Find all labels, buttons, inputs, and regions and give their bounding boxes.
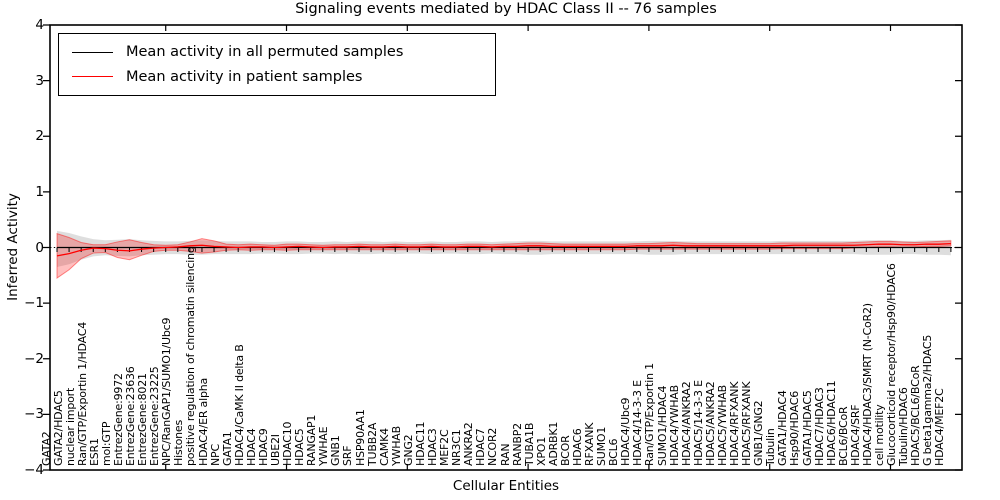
x-category-label: HDAC9 <box>256 428 270 466</box>
x-category-label: GATA2/HDAC5 <box>51 390 65 466</box>
x-category-label: HDAC4/RFXANK <box>728 381 742 466</box>
x-category-label: Hsp90/HDAC6 <box>788 390 802 466</box>
x-category-label: GNG2 <box>401 434 415 466</box>
x-category-label: YWHAB <box>389 426 403 466</box>
x-category-label: TUBB2A <box>365 422 379 466</box>
x-category-label: EntrezGene:23225 <box>148 366 162 466</box>
x-category-label: cell motility <box>873 404 886 466</box>
x-category-label: HSP90AA1 <box>353 409 367 466</box>
x-category-label: HDAC4/Ubc9 <box>619 397 633 466</box>
x-category-label: NCOR2 <box>486 427 500 466</box>
x-category-label: UBE2I <box>269 434 282 466</box>
x-major-ticks <box>165 25 892 470</box>
x-category-label: HDAC6/HDAC11 <box>824 380 838 466</box>
x-category-label: ADRBK1 <box>546 421 560 466</box>
x-category-label: Glucocorticoid receptor/Hsp90/HDAC6 <box>885 263 899 466</box>
x-category-label: Ran/GTP/Exportin 1/HDAC4 <box>75 321 89 466</box>
x-category-label: HDAC3 <box>426 428 440 466</box>
x-category-label: GNB1 <box>329 435 343 467</box>
x-category-label: HDAC5/ANKRA2 <box>703 381 717 466</box>
x-category-label: MEF2C <box>438 429 452 466</box>
x-category-label: TUBA1B <box>522 422 536 466</box>
x-category-label: YWHAE <box>317 426 331 466</box>
x-category-label: NPC <box>208 444 222 466</box>
patient-mean-line <box>56 242 951 257</box>
legend-item-patient: Mean activity in patient samples <box>59 69 495 85</box>
legend: Mean activity in all permuted samples Me… <box>58 33 496 96</box>
x-category-label: SUMO1 <box>595 426 609 466</box>
x-category-label: HDAC4/SRF <box>848 404 862 466</box>
x-category-label: EntrezGene:8021 <box>136 373 150 466</box>
x-category-label: Tubulin <box>764 428 778 466</box>
y-tick-label: −3 <box>24 406 44 423</box>
x-category-label: GATA2 <box>39 431 53 466</box>
x-category-label: HDAC5/14-3-3 E <box>691 380 705 466</box>
x-category-label: HDAC5/YWHAB <box>715 384 729 466</box>
x-category-label: HDAC5/RFXANK <box>740 381 754 466</box>
y-tick-label: 4 <box>35 17 44 33</box>
x-category-label: mol:GTP <box>99 421 113 466</box>
red-line-swatch-icon <box>72 76 113 78</box>
x-category-label: positive regulation of chromatin silenci… <box>184 246 198 466</box>
x-category-label: CAMK4 <box>377 428 391 466</box>
legend-item-permuted: Mean activity in all permuted samples <box>59 44 495 60</box>
x-category-label: HDAC10 <box>281 421 295 466</box>
x-category-label: RAN <box>498 443 512 466</box>
x-category-label: NPC/RanGAP1/SUMO1/Ubc9 <box>160 317 174 466</box>
y-tick-label: −4 <box>24 462 44 478</box>
x-category-label: Histones <box>172 420 186 466</box>
x-category-label: RANGAP1 <box>305 414 319 466</box>
chart-title: Signaling events mediated by HDAC Class … <box>295 1 717 17</box>
x-category-label: GATA1/HDAC5 <box>800 390 814 466</box>
x-axis-label: Cellular Entities <box>452 478 560 494</box>
entity-ticks <box>56 247 952 252</box>
x-category-label: BCL6/BCoR <box>836 406 850 466</box>
x-category-label: G beta1gamma2/HDAC5 <box>921 334 935 466</box>
x-category-label: HDAC4/CaMK II delta B <box>232 344 246 466</box>
x-category-label: RANBP2 <box>510 423 524 466</box>
y-tick-label: 3 <box>35 72 44 89</box>
x-category-label: Ran/GTP/Exportin 1 <box>643 363 657 466</box>
y-tick-label: 2 <box>35 128 44 145</box>
x-category-label: HDAC4/14-3-3 E <box>631 380 645 466</box>
y-ticks <box>43 24 962 471</box>
x-category-label: ESR1 <box>87 438 101 466</box>
y-tick-label: −2 <box>24 350 44 367</box>
legend-label: Mean activity in patient samples <box>126 68 363 85</box>
black-line-swatch-icon <box>72 51 113 53</box>
y-tick-label: −1 <box>24 295 44 312</box>
x-category-label: GATA1 <box>220 431 234 466</box>
x-category-label: EntrezGene:9972 <box>111 373 125 466</box>
x-category-label: XPO1 <box>534 436 548 466</box>
y-tick-label: 0 <box>35 239 44 256</box>
x-category-label: HDAC5/BCL6/BCoR <box>909 365 923 466</box>
x-category-label: HDAC4/ANKRA2 <box>679 381 693 466</box>
x-category-label: BCL6 <box>607 438 621 466</box>
x-category-label: SUMO1/HDAC4 <box>655 385 669 466</box>
legend-label: Mean activity in all permuted samples <box>126 44 404 61</box>
x-category-label: HDAC4/HDAC3/SMRT (N-CoR2) <box>860 303 874 466</box>
x-category-label: GNB1/GNG2 <box>752 400 766 466</box>
x-category-label: HDAC7 <box>474 428 488 466</box>
x-category-label: HDAC4/YWHAB <box>667 384 681 466</box>
x-category-label: EntrezGene:23636 <box>124 366 138 466</box>
x-category-label: HDAC4/MEF2C <box>933 388 947 466</box>
x-category-label: Tubulin/HDAC6 <box>897 387 911 466</box>
x-category-label: RFXANK <box>583 422 597 466</box>
x-category-label: NR3C1 <box>450 429 464 466</box>
x-category-label: HDAC11 <box>413 421 427 466</box>
x-category-label: nuclear import <box>63 387 77 466</box>
x-category-label: HDAC7/HDAC3 <box>812 387 826 466</box>
x-category-label: HDAC4/ER alpha <box>196 377 210 466</box>
x-category-label: HDAC4 <box>244 428 258 466</box>
y-tick-label: 1 <box>35 183 44 200</box>
x-category-label: BCOR <box>558 435 572 466</box>
x-category-label: GATA1/HDAC4 <box>776 390 790 466</box>
x-category-label: HDAC5 <box>293 428 307 466</box>
x-category-label: ANKRA2 <box>462 422 476 467</box>
x-category-label: SRF <box>341 445 355 466</box>
x-category-label: HDAC6 <box>571 428 584 466</box>
